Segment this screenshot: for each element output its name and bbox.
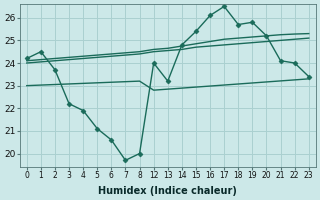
X-axis label: Humidex (Indice chaleur): Humidex (Indice chaleur) (98, 186, 237, 196)
